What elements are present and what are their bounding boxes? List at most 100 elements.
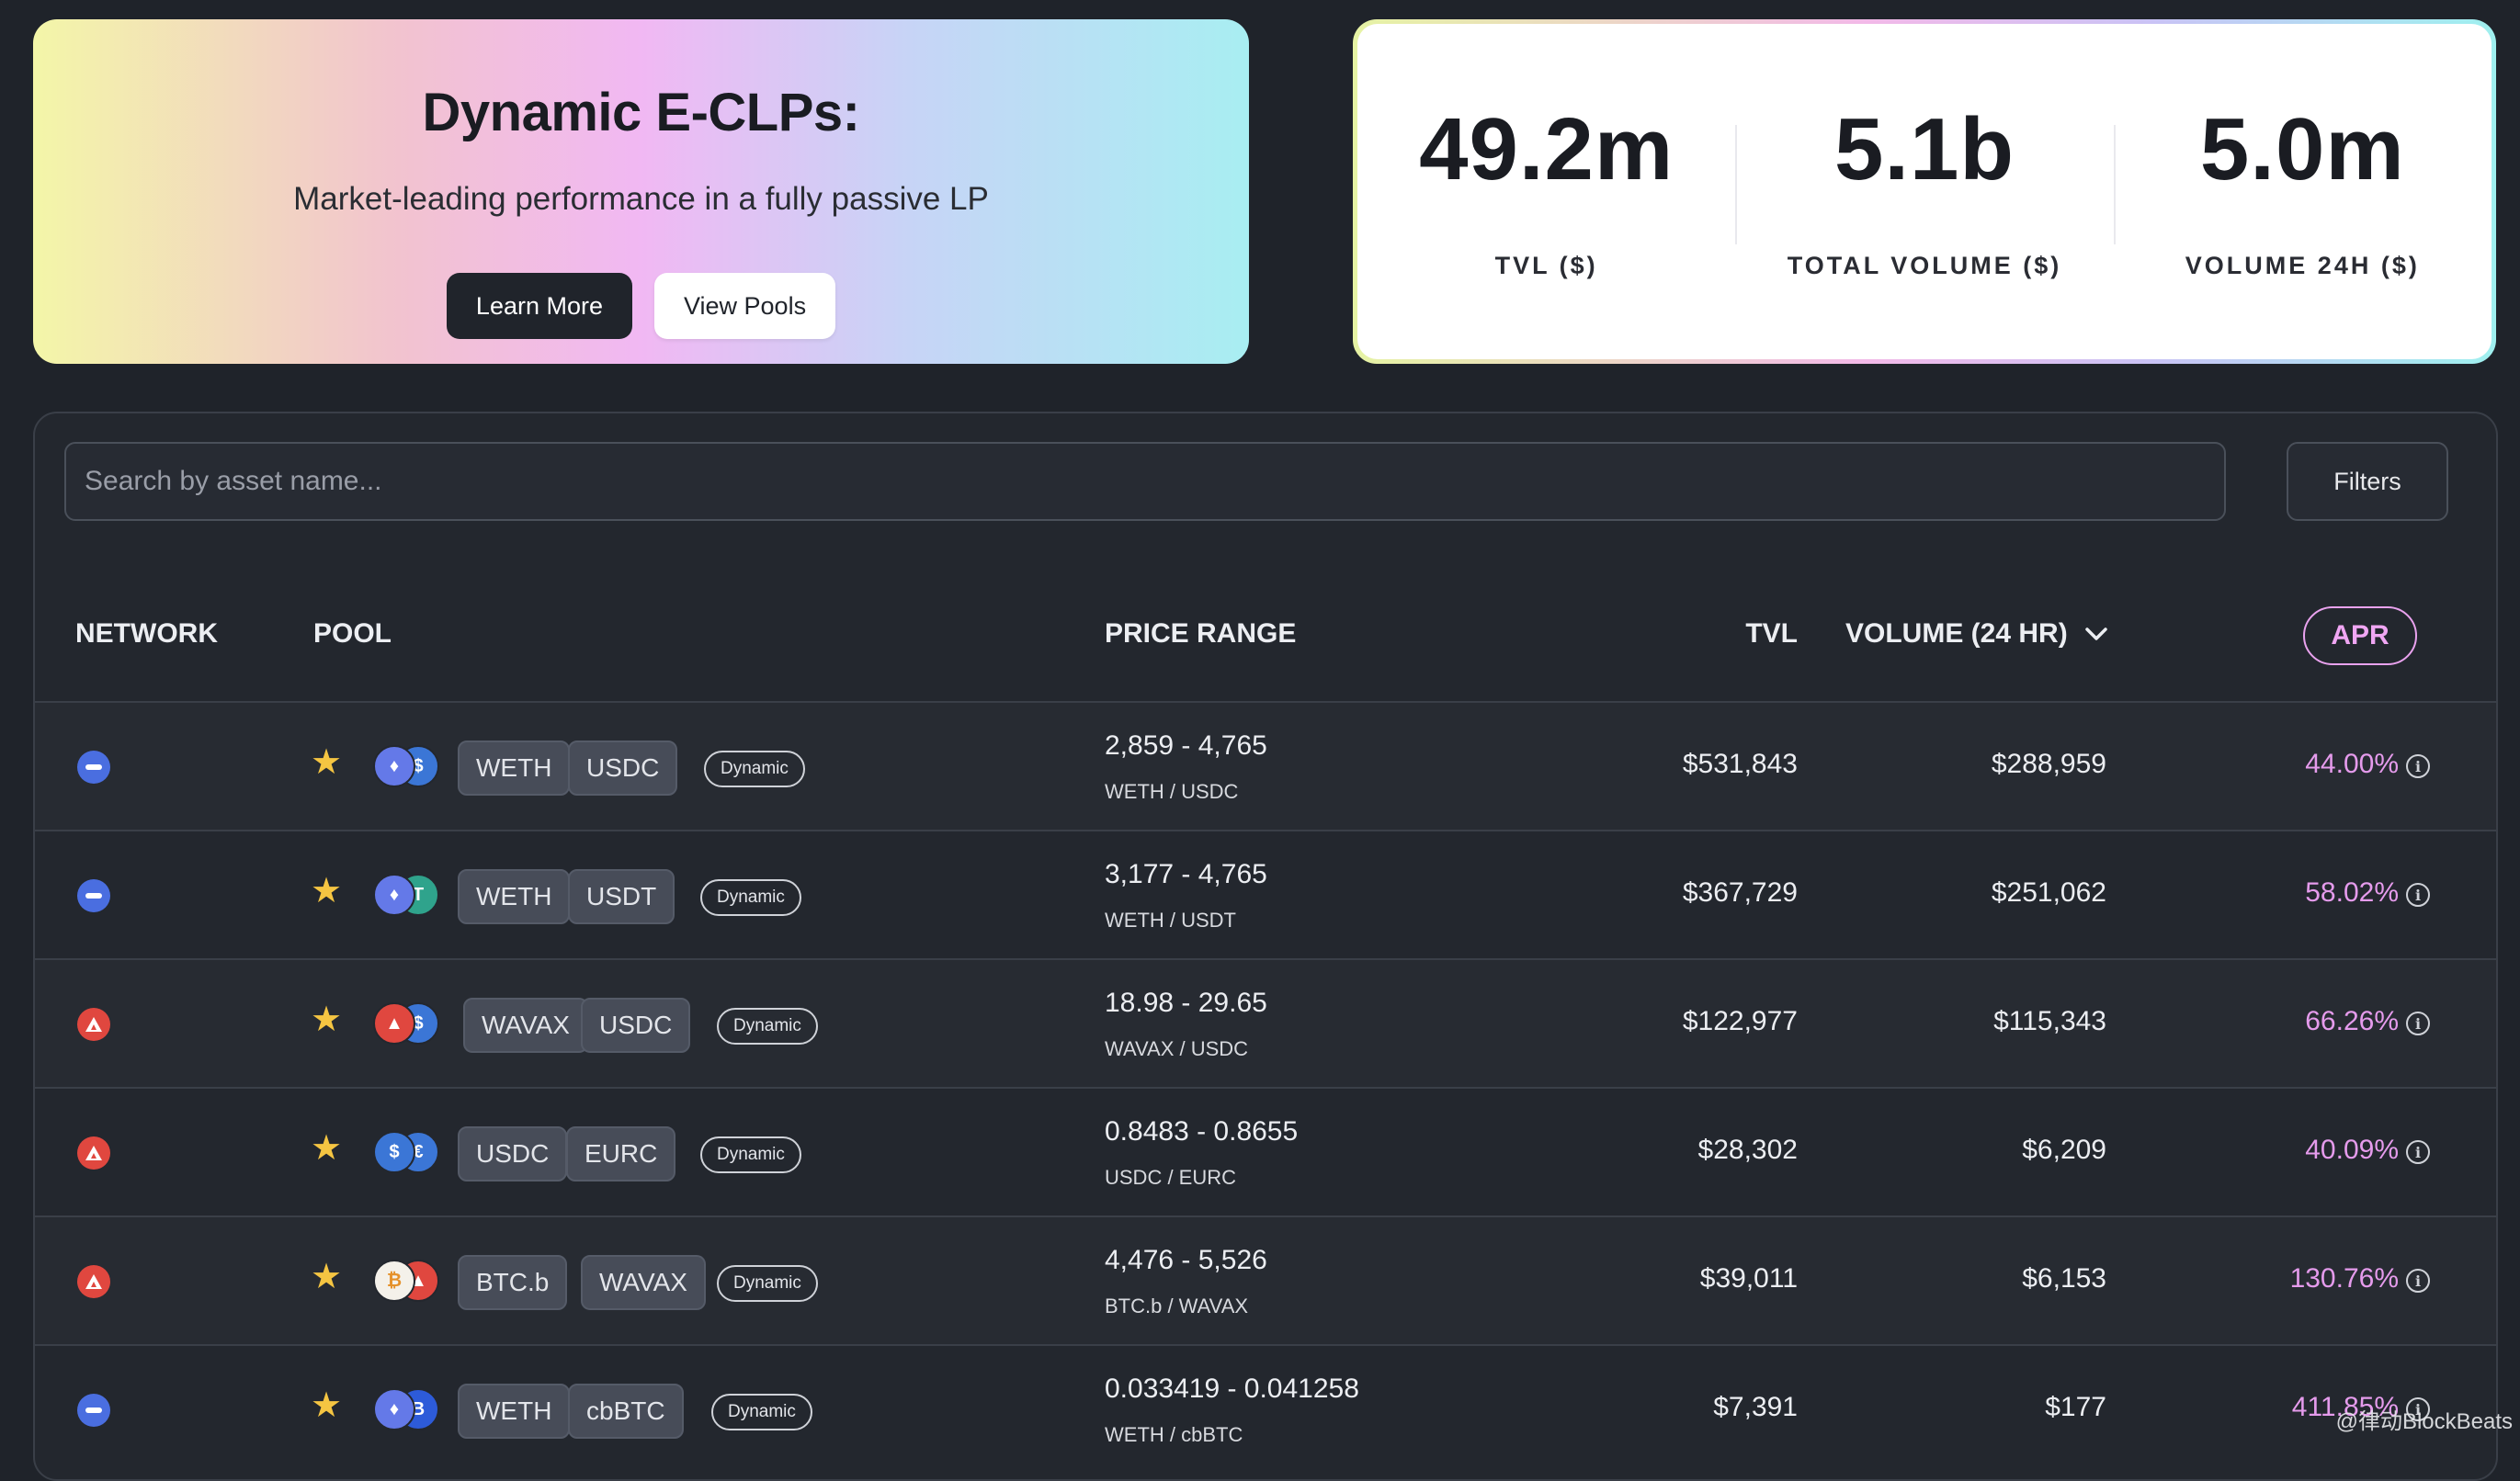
info-icon[interactable]: i — [2406, 1397, 2430, 1421]
column-volume[interactable]: VOLUME (24 HR) — [1845, 597, 2108, 671]
token-chip[interactable]: USDC — [581, 998, 691, 1053]
apr-value: 411.85% — [2291, 1392, 2399, 1422]
token-chip[interactable]: WAVAX — [581, 1255, 706, 1310]
table-row[interactable]: ★ ▲ $ WAVAX USDC Dynamic 18.98 - 29.65 W… — [35, 958, 2496, 1087]
token-chip[interactable]: USDC — [458, 1126, 568, 1181]
volume-value: $6,153 — [2022, 1263, 2106, 1294]
wavax-token-icon: ▲ — [373, 1002, 415, 1045]
token-pair-icons: ♦ T — [373, 874, 443, 920]
avalanche-network-icon — [77, 1008, 110, 1041]
hero-banner: Dynamic E-CLPs: Market-leading performan… — [33, 19, 1249, 364]
token-chip[interactable]: USDC — [568, 740, 678, 796]
apr-value: 66.26% — [2305, 1006, 2399, 1036]
info-icon[interactable]: i — [2406, 1140, 2430, 1164]
column-tvl[interactable]: TVL — [1745, 618, 1798, 649]
info-icon[interactable]: i — [2406, 1012, 2430, 1035]
price-range: 18.98 - 29.65 — [1105, 988, 1267, 1018]
btc-token-icon: ₿ — [373, 1260, 415, 1302]
token-chip[interactable]: BTC.b — [458, 1255, 568, 1310]
watermark: @律动BlockBeats — [2335, 1409, 2513, 1434]
token-pair-icons: ▲ $ — [373, 1002, 443, 1048]
view-pools-button[interactable]: View Pools — [654, 273, 836, 339]
table-row[interactable]: ★ ♦ $ WETH USDC Dynamic 2,859 - 4,765 WE… — [35, 701, 2496, 830]
token-chip[interactable]: USDT — [568, 869, 675, 924]
info-icon[interactable]: i — [2406, 883, 2430, 907]
tvl-value: $367,729 — [1682, 877, 1798, 908]
dynamic-badge: Dynamic — [704, 751, 805, 787]
star-icon[interactable]: ★ — [311, 1258, 343, 1296]
price-pair: BTC.b / WAVAX — [1105, 1294, 1249, 1317]
tvl-value: $7,391 — [1713, 1392, 1798, 1422]
volume-value: $115,343 — [1993, 1006, 2106, 1036]
column-apr-sort-button[interactable]: APR — [2303, 606, 2417, 665]
apr-value: 44.00% — [2305, 749, 2399, 779]
stats-card: 49.2m TVL ($) 5.1b TOTAL VOLUME ($) 5.0m… — [1353, 19, 2496, 364]
column-pool[interactable]: POOL — [313, 618, 392, 649]
token-chip[interactable]: WETH — [458, 740, 571, 796]
price-pair: WETH / USDT — [1105, 909, 1236, 932]
volume-value: $288,959 — [1991, 749, 2106, 779]
dynamic-badge: Dynamic — [700, 879, 801, 916]
avalanche-network-icon — [77, 1136, 110, 1170]
table-row[interactable]: ★ ♦ B WETH cbBTC Dynamic 0.033419 - 0.04… — [35, 1344, 2496, 1473]
table-row[interactable]: ★ ♦ T WETH USDT Dynamic 3,177 - 4,765 WE… — [35, 830, 2496, 958]
weth-token-icon: ♦ — [373, 1388, 415, 1430]
table-row[interactable]: ★ ₿ ▲ BTC.b WAVAX Dynamic 4,476 - 5,526 … — [35, 1215, 2496, 1344]
stat-tvl: 49.2m TVL ($) — [1357, 24, 1735, 359]
ethereum-network-icon — [77, 751, 110, 784]
volume-value: $251,062 — [1991, 877, 2106, 908]
token-chip[interactable]: EURC — [566, 1126, 676, 1181]
chevron-down-icon — [2084, 627, 2107, 640]
usdc-token-icon: $ — [373, 1131, 415, 1173]
column-volume-label: VOLUME (24 HR) — [1845, 618, 2068, 649]
star-icon[interactable]: ★ — [311, 1129, 343, 1168]
token-chip[interactable]: WETH — [458, 1384, 571, 1439]
weth-token-icon: ♦ — [373, 745, 415, 787]
tvl-value: $28,302 — [1697, 1135, 1798, 1165]
dynamic-badge: Dynamic — [711, 1394, 812, 1430]
stat-value: 5.0m — [2199, 100, 2405, 198]
learn-more-button[interactable]: Learn More — [446, 273, 632, 339]
volume-value: $177 — [2045, 1392, 2106, 1422]
price-range: 0.8483 - 0.8655 — [1105, 1116, 1299, 1147]
dynamic-badge: Dynamic — [700, 1136, 801, 1173]
token-chip[interactable]: WAVAX — [463, 998, 588, 1053]
token-chip[interactable]: cbBTC — [568, 1384, 684, 1439]
stat-label: VOLUME 24H ($) — [2185, 252, 2420, 279]
dynamic-badge: Dynamic — [717, 1265, 818, 1302]
star-icon[interactable]: ★ — [311, 743, 343, 782]
stat-value: 5.1b — [1833, 100, 2015, 198]
stat-volume-24h: 5.0m VOLUME 24H ($) — [2113, 24, 2492, 359]
avalanche-network-icon — [77, 1265, 110, 1298]
info-icon[interactable]: i — [2406, 1269, 2430, 1293]
star-icon[interactable]: ★ — [311, 872, 343, 910]
price-pair: WETH / USDC — [1105, 780, 1239, 803]
apr-value: 40.09% — [2305, 1135, 2399, 1165]
column-price-range[interactable]: PRICE RANGE — [1105, 618, 1297, 649]
filters-button[interactable]: Filters — [2287, 442, 2448, 521]
price-range: 3,177 - 4,765 — [1105, 859, 1267, 889]
apr-value: 58.02% — [2305, 877, 2399, 908]
token-chip[interactable]: WETH — [458, 869, 571, 924]
star-icon[interactable]: ★ — [311, 1386, 343, 1425]
pools-table-body: ★ ♦ $ WETH USDC Dynamic 2,859 - 4,765 WE… — [35, 701, 2496, 1473]
info-icon[interactable]: i — [2406, 754, 2430, 778]
token-pair-icons: ♦ $ — [373, 745, 443, 791]
table-header: NETWORK POOL PRICE RANGE TVL VOLUME (24 … — [35, 597, 2496, 671]
ethereum-network-icon — [77, 1394, 110, 1427]
price-range: 2,859 - 4,765 — [1105, 730, 1267, 761]
token-pair-icons: $ € — [373, 1131, 443, 1177]
price-pair: WAVAX / USDC — [1105, 1037, 1249, 1060]
tvl-value: $531,843 — [1682, 749, 1798, 779]
volume-value: $6,209 — [2022, 1135, 2106, 1165]
table-row[interactable]: ★ $ € USDC EURC Dynamic 0.8483 - 0.8655 … — [35, 1087, 2496, 1215]
column-network[interactable]: NETWORK — [75, 618, 218, 649]
star-icon[interactable]: ★ — [311, 1001, 343, 1039]
stat-total-volume: 5.1b TOTAL VOLUME ($) — [1735, 24, 2113, 359]
token-pair-icons: ₿ ▲ — [373, 1260, 443, 1306]
weth-token-icon: ♦ — [373, 874, 415, 916]
search-input[interactable] — [64, 442, 2226, 521]
hero-title: Dynamic E-CLPs: — [422, 83, 860, 142]
dynamic-badge: Dynamic — [717, 1008, 818, 1045]
stat-value: 49.2m — [1419, 100, 1674, 198]
